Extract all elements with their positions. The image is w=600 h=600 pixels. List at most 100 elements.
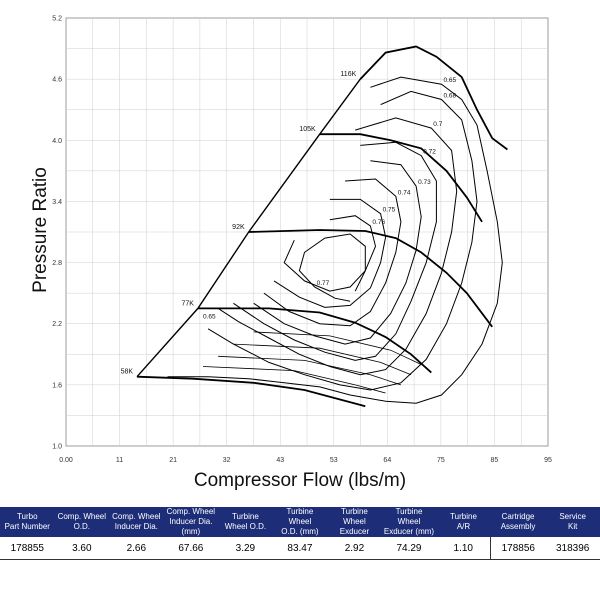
efficiency-label: 0.76 bbox=[372, 219, 385, 226]
efficiency-contour-0.77 bbox=[298, 233, 366, 302]
surge-line bbox=[136, 45, 417, 378]
spec-header-line1: Turbine bbox=[450, 512, 477, 521]
speed-line-105K bbox=[319, 133, 483, 223]
spec-cell: 178855 bbox=[0, 537, 55, 560]
x-ticks: 0.00 11 21 32 43 53 64 75 85 95 bbox=[59, 457, 552, 464]
x-tick-label: 43 bbox=[276, 457, 284, 464]
efficiency-contour-0.74 bbox=[263, 178, 402, 327]
spec-header: Comp. Wheel Inducer Dia. bbox=[109, 507, 164, 537]
spec-header-line2: Exducer bbox=[339, 527, 370, 536]
spec-header: Turbine Wheel O.D. (mm) bbox=[272, 507, 328, 537]
spec-header-line2: Assembly bbox=[500, 522, 536, 531]
spec-header-line2: O.D. (mm) bbox=[281, 527, 319, 536]
efficiency-label: 0.65 bbox=[443, 77, 456, 84]
spec-cell: 3.29 bbox=[218, 537, 273, 560]
x-tick-label: 85 bbox=[491, 457, 499, 464]
efficiency-label: 0.77 bbox=[317, 280, 330, 287]
spec-cell: 1.10 bbox=[436, 537, 491, 560]
spec-header: Turbine Wheel Exducer bbox=[327, 507, 382, 537]
spec-header-line1: Cartridge bbox=[501, 512, 535, 521]
spec-header-line2: O.D. bbox=[73, 522, 91, 531]
spec-cell: 3.60 bbox=[54, 537, 110, 560]
speed-line-92K bbox=[248, 229, 493, 328]
spec-cell: 67.66 bbox=[163, 537, 219, 560]
y-tick-label: 5.2 bbox=[52, 16, 62, 23]
flow-line bbox=[202, 366, 386, 394]
lower-flow-lines bbox=[202, 331, 422, 394]
spec-header: Service Kit bbox=[545, 507, 600, 537]
y-tick-label: 3.4 bbox=[52, 199, 62, 206]
spec-cell: 178856 bbox=[490, 537, 546, 560]
spec-header-line2: Part Number bbox=[4, 522, 50, 531]
speed-line-77K bbox=[197, 307, 432, 374]
spec-header-line1: Turbine Wheel bbox=[286, 507, 314, 526]
spec-header: Turbo Part Number bbox=[0, 507, 55, 537]
x-tick-label: 75 bbox=[437, 457, 445, 464]
surge-line-path bbox=[136, 45, 417, 378]
spec-header-line2: Exducer (mm) bbox=[383, 527, 435, 536]
spec-cell: 2.92 bbox=[327, 537, 382, 560]
spec-header-line1: Turbo bbox=[16, 512, 38, 521]
spec-header-line2: Inducer Dia. bbox=[114, 522, 158, 531]
efficiency-contour-0.75 bbox=[273, 198, 387, 308]
efficiency-label: 0.68 bbox=[443, 93, 456, 100]
x-tick-label: 53 bbox=[330, 457, 338, 464]
x-tick-label: 0.00 bbox=[59, 457, 73, 464]
efficiency-label: 0.7 bbox=[433, 121, 442, 128]
spec-header-line2: A/R bbox=[456, 522, 471, 531]
x-tick-label: 64 bbox=[383, 457, 391, 464]
spec-header-line1: Comp. Wheel bbox=[112, 512, 161, 521]
spec-cell: 83.47 bbox=[272, 537, 328, 560]
efficiency-contour-0.72 bbox=[233, 141, 437, 361]
spec-header-line1: Service bbox=[559, 512, 586, 521]
flow-line bbox=[218, 355, 402, 386]
y-tick-label: 4.6 bbox=[52, 77, 62, 84]
x-tick-label: 11 bbox=[116, 457, 123, 464]
speed-line-58K bbox=[136, 375, 366, 408]
spec-header-line1: Turbine bbox=[231, 512, 259, 521]
spec-header: Turbine Wheel Exducer (mm) bbox=[381, 507, 437, 537]
speed-label: 116K bbox=[340, 71, 356, 78]
x-tick-label: 95 bbox=[544, 457, 552, 464]
spec-cell: 2.66 bbox=[109, 537, 164, 560]
spec-cell: 318396 bbox=[545, 537, 600, 560]
x-tick-label: 21 bbox=[169, 457, 177, 464]
y-tick-label: 4.0 bbox=[52, 138, 62, 145]
spec-header: Comp. Wheel Inducer Dia. (mm) bbox=[163, 507, 219, 537]
specs-table: Turbo Part Number Comp. Wheel O.D. Comp. Whe… bbox=[0, 507, 600, 560]
spec-header: Turbine Wheel O.D. bbox=[218, 507, 273, 537]
annotation-label: 0.65 bbox=[203, 314, 216, 321]
spec-header-line1: Turbine Wheel bbox=[395, 507, 423, 526]
spec-header: Comp. Wheel O.D. bbox=[54, 507, 110, 537]
speed-label: 105K bbox=[299, 126, 316, 133]
y-ticks: 1.0 1.6 2.2 2.8 3.4 4.0 4.6 5.2 bbox=[52, 16, 62, 451]
x-axis-title: Compressor Flow (lbs/m) bbox=[194, 470, 406, 491]
efficiency-label: 0.72 bbox=[423, 149, 436, 156]
spec-header: Turbine A/R bbox=[436, 507, 491, 537]
y-tick-label: 2.8 bbox=[52, 260, 62, 267]
spec-header-line2: Wheel O.D. bbox=[224, 522, 267, 531]
spec-header-line1: Turbine Wheel bbox=[341, 507, 368, 526]
y-tick-label: 1.6 bbox=[52, 382, 62, 389]
speed-label: 92K bbox=[232, 224, 245, 231]
flow-line bbox=[233, 343, 412, 376]
spec-header-line1: Comp. Wheel bbox=[57, 512, 107, 521]
speed-label: 77K bbox=[181, 300, 194, 307]
curve-labels: 0.65 0.68 0.7 0.72 0.73 0.74 0.75 0.76 0.77 58K 77… bbox=[121, 71, 457, 376]
speed-label: 58K bbox=[121, 369, 134, 376]
spec-header-line2: Inducer Dia. (mm) bbox=[169, 517, 213, 536]
y-axis-title: Pressure Ratio bbox=[30, 167, 51, 293]
specs-data-row: 178855 3.60 2.66 67.66 3.29 83.47 2.92 74.29 1.1… bbox=[0, 537, 600, 560]
efficiency-contour-0.73 bbox=[253, 160, 422, 345]
grid bbox=[65, 17, 549, 447]
efficiency-label: 0.73 bbox=[418, 179, 431, 186]
efficiency-contour-0.65 bbox=[167, 76, 503, 404]
y-tick-label: 1.0 bbox=[52, 444, 62, 451]
spec-header-line2: Kit bbox=[567, 522, 578, 531]
compressor-map: 1.0 1.6 2.2 2.8 3.4 4.0 4.6 5.2 0.00 11 21 32 43 53 6… bbox=[30, 16, 552, 492]
spec-header: Cartridge Assembly bbox=[490, 507, 546, 537]
spec-cell: 74.29 bbox=[381, 537, 437, 560]
efficiency-label: 0.75 bbox=[383, 207, 396, 214]
x-tick-label: 32 bbox=[223, 457, 231, 464]
y-tick-label: 2.2 bbox=[52, 321, 62, 328]
